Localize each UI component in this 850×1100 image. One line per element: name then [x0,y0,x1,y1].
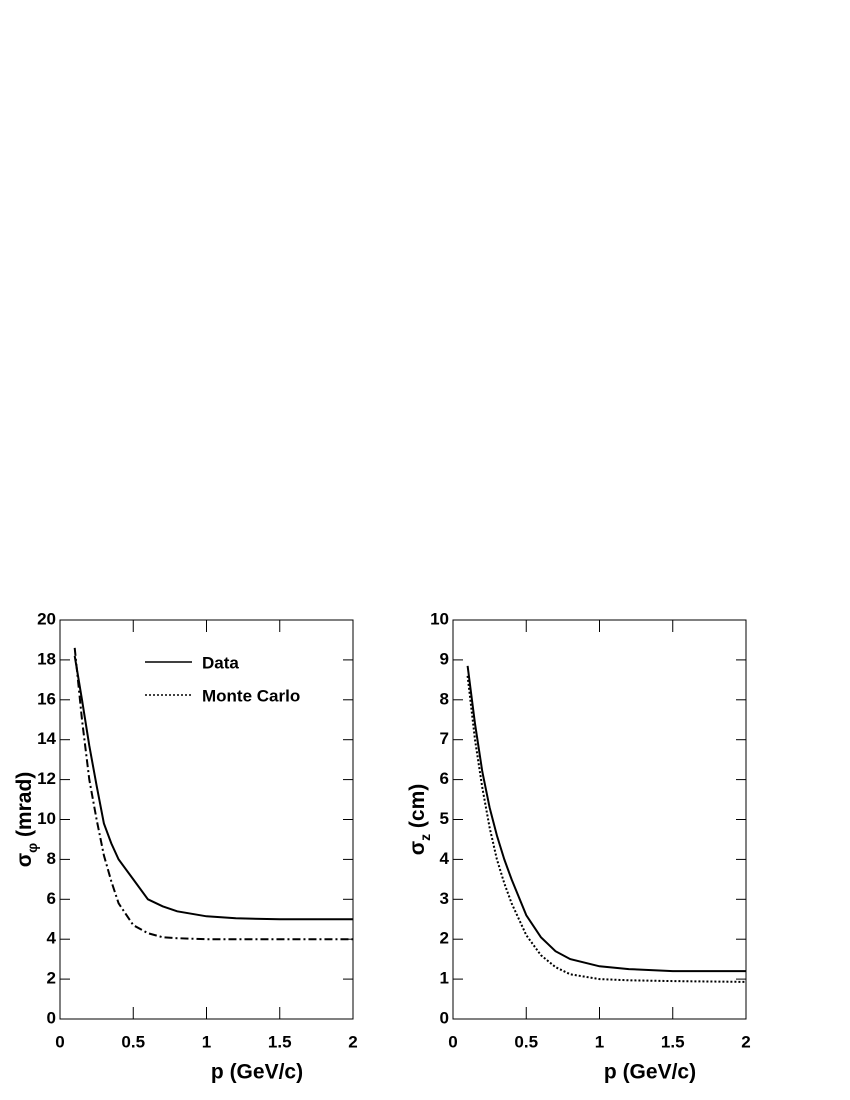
y-tick-label: 7 [440,729,449,748]
y-tick-label: 4 [47,929,57,948]
y-axis-title-part: z [417,834,433,841]
y-tick-label: 16 [37,689,56,708]
x-tick-label: 1.5 [268,1032,292,1051]
y-tick-label: 1 [440,969,449,988]
x-axis-title: p (GeV/c) [211,1061,303,1084]
y-axis-title-part: (mrad) [13,772,36,843]
legend-label: Monte Carlo [202,686,300,705]
x-tick-label: 1 [595,1032,604,1051]
y-tick-label: 3 [440,889,449,908]
x-tick-label: 2 [348,1032,357,1051]
x-tick-label: 0 [55,1032,64,1051]
y-tick-label: 20 [37,609,56,628]
y-tick-label: 9 [440,649,449,668]
y-axis-title-part: φ [24,843,40,853]
y-tick-label: 14 [37,729,56,748]
y-tick-label: 0 [440,1008,449,1027]
series-line [73,647,353,941]
y-axis-title: σφ (mrad) [13,772,40,868]
legend-label: Data [202,653,239,672]
y-tick-label: 2 [47,969,56,988]
x-axis-title: p (GeV/c) [604,1061,696,1084]
x-tick-label: 0 [448,1032,457,1051]
y-tick-label: 0 [47,1008,56,1027]
panel: 0 2 4 6 8 10 12 14 16 18 20 0 0.5 1 1.5 2 p (GeV/c) σφ (m… [13,609,358,1083]
x-tick-label: 1 [202,1032,211,1051]
series-line [466,675,747,983]
y-tick-label: 12 [37,769,56,788]
x-tick-label: 0.5 [514,1032,538,1051]
series-line [466,665,746,973]
y-tick-label: 10 [430,609,449,628]
plot-frame [452,619,747,1020]
x-tick-label: 1.5 [661,1032,685,1051]
y-axis-title-part: σ [406,841,429,855]
y-tick-label: 8 [47,849,56,868]
y-tick-label: 5 [440,809,449,828]
panel: 0 1 2 3 4 5 6 7 8 9 10 0 0.5 1 1.5 2 p (GeV/c) σz (cm) [406,609,751,1083]
y-tick-label: 6 [440,769,449,788]
y-axis-title-part: (cm) [406,784,429,834]
y-tick-label: 18 [37,649,56,668]
series-line [73,655,353,921]
y-axis-title-part: σ [13,853,36,867]
x-tick-label: 2 [741,1032,750,1051]
y-tick-label: 6 [47,889,56,908]
plot-frame [59,619,354,1020]
x-tick-label: 0.5 [121,1032,145,1051]
y-axis-title: σz (cm) [406,784,433,856]
y-tick-label: 10 [37,809,56,828]
y-tick-label: 8 [440,689,449,708]
y-tick-label: 4 [440,849,450,868]
y-tick-label: 2 [440,929,449,948]
